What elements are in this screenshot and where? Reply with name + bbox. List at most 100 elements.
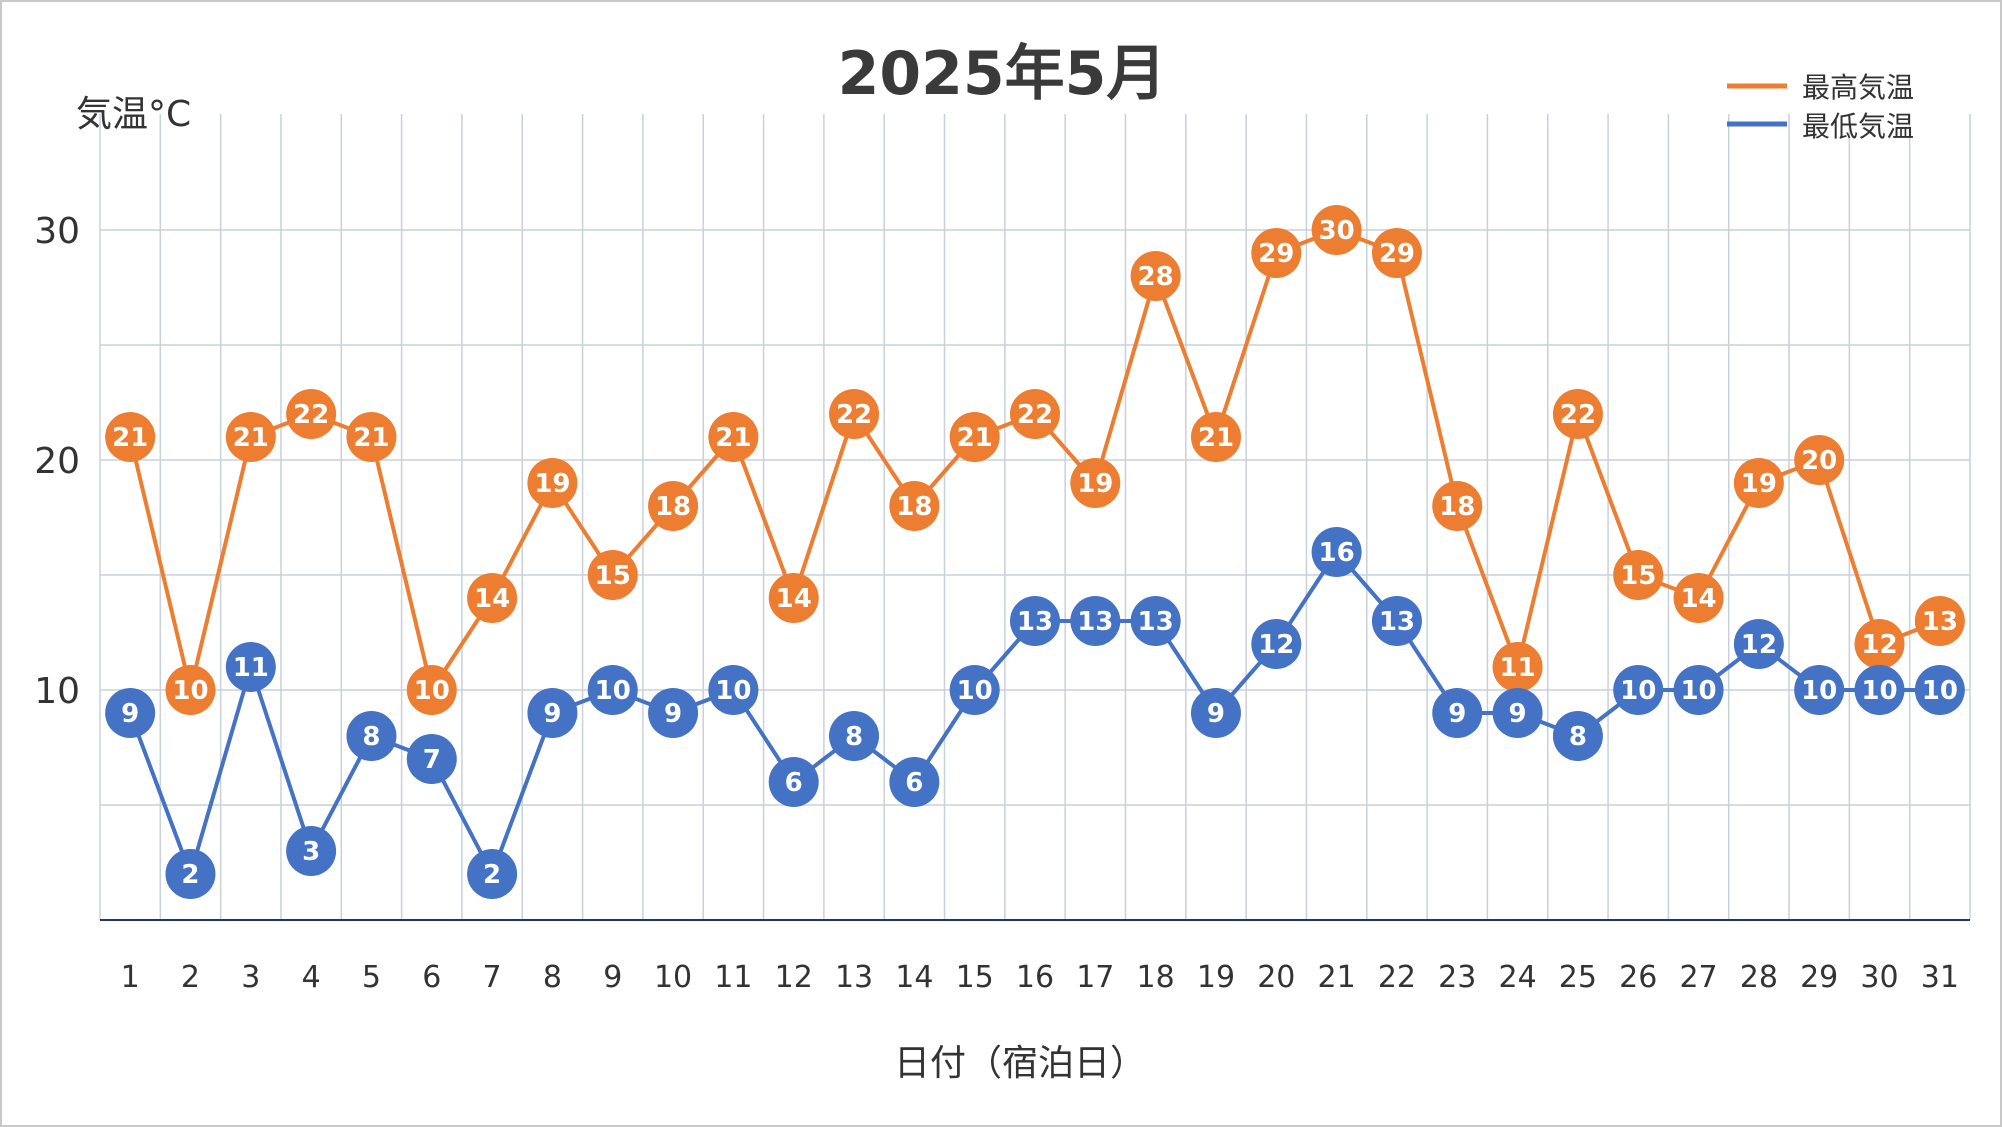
data-point-min [708, 665, 759, 715]
data-label-min: 12 [1258, 630, 1294, 660]
data-label-min: 11 [233, 653, 269, 683]
data-point-max [1854, 619, 1905, 669]
x-tick-label: 29 [1800, 960, 1838, 995]
data-label-min: 9 [664, 699, 682, 729]
data-label-min: 10 [595, 676, 631, 706]
x-tick-label: 28 [1740, 960, 1778, 995]
data-label-max: 29 [1379, 239, 1415, 269]
data-label-max: 12 [1861, 630, 1897, 660]
data-label-max: 19 [534, 469, 570, 499]
data-point-min [1673, 665, 1724, 715]
data-point-max [406, 665, 457, 715]
data-point-max [829, 389, 880, 439]
data-label-max: 22 [293, 400, 329, 430]
data-point-max [1613, 550, 1664, 600]
data-point-min [1794, 665, 1845, 715]
data-point-min [1613, 665, 1664, 715]
x-tick-label: 11 [714, 960, 752, 995]
data-point-min [1854, 665, 1905, 715]
data-label-max: 22 [1017, 400, 1053, 430]
data-point-min [346, 711, 397, 761]
data-label-min: 2 [483, 860, 501, 890]
data-label-max: 22 [836, 400, 872, 430]
data-label-max: 15 [1620, 561, 1656, 591]
data-point-max [1673, 573, 1724, 623]
data-label-max: 14 [1680, 584, 1716, 614]
y-tick-label: 30 [34, 211, 80, 252]
data-label-min: 10 [1861, 676, 1897, 706]
x-tick-label: 27 [1679, 960, 1717, 995]
data-point-max [286, 389, 337, 439]
grid-layer [99, 114, 1971, 920]
x-tick-label: 22 [1378, 960, 1416, 995]
data-label-min: 3 [302, 837, 320, 867]
data-point-max [105, 412, 156, 462]
data-label-min: 13 [1379, 607, 1415, 637]
data-point-max [346, 412, 397, 462]
data-point-max [1371, 228, 1422, 278]
data-label-max: 28 [1138, 262, 1174, 292]
data-point-min [165, 849, 216, 899]
data-label-min: 9 [543, 699, 561, 729]
data-label-max: 29 [1258, 239, 1294, 269]
data-label-min: 9 [1207, 699, 1225, 729]
data-label-min: 7 [423, 745, 441, 775]
x-tick-label: 9 [603, 960, 622, 995]
data-point-min [1311, 527, 1362, 577]
data-point-min [889, 757, 940, 807]
data-label-max: 10 [172, 676, 208, 706]
x-tick-label: 8 [543, 960, 562, 995]
x-tick-label: 31 [1921, 960, 1959, 995]
data-point-min [768, 757, 819, 807]
x-tick-label: 23 [1438, 960, 1476, 995]
x-tick-label: 16 [1016, 960, 1054, 995]
data-point-max [527, 458, 578, 508]
data-point-max [1190, 412, 1241, 462]
data-label-min: 10 [1680, 676, 1716, 706]
data-label-max: 21 [957, 423, 993, 453]
x-tick-label: 1 [121, 960, 140, 995]
x-tick-label: 20 [1257, 960, 1295, 995]
data-point-min [1371, 596, 1422, 646]
data-point-max [1311, 205, 1362, 255]
label-layer: 2110212221101419151821142218212219282129… [105, 205, 1965, 899]
data-label-max: 21 [1198, 423, 1234, 453]
data-label-min: 8 [845, 722, 863, 752]
data-label-min: 8 [1569, 722, 1587, 752]
data-point-min [587, 665, 638, 715]
data-label-min: 10 [1801, 676, 1837, 706]
legend-label-min: 最低気温 [1802, 110, 1914, 143]
data-point-max [165, 665, 216, 715]
data-point-min [1070, 596, 1121, 646]
data-point-max [467, 573, 518, 623]
x-tick-label: 21 [1318, 960, 1356, 995]
legend: 最高気温 最低気温 [1727, 71, 1914, 143]
data-point-max [768, 573, 819, 623]
x-tick-label: 30 [1860, 960, 1898, 995]
data-point-min [1130, 596, 1181, 646]
data-point-min [1190, 688, 1241, 738]
data-label-max: 11 [1499, 653, 1535, 683]
x-tick-label: 15 [956, 960, 994, 995]
data-point-max [1130, 251, 1181, 301]
data-point-max [1070, 458, 1121, 508]
data-label-min: 6 [905, 768, 923, 798]
data-point-max [225, 412, 276, 462]
data-point-min [1492, 688, 1543, 738]
data-label-min: 2 [181, 860, 199, 890]
data-point-min [1251, 619, 1302, 669]
data-label-min: 12 [1741, 630, 1777, 660]
x-tick-label: 24 [1498, 960, 1536, 995]
x-tick-label: 7 [483, 960, 502, 995]
data-point-max [708, 412, 759, 462]
data-label-max: 21 [112, 423, 148, 453]
x-tick-label: 6 [422, 960, 441, 995]
data-point-max [587, 550, 638, 600]
data-point-min [225, 642, 276, 692]
data-label-max: 19 [1077, 469, 1113, 499]
data-point-max [1733, 458, 1784, 508]
data-point-min [1733, 619, 1784, 669]
data-point-max [648, 481, 699, 531]
